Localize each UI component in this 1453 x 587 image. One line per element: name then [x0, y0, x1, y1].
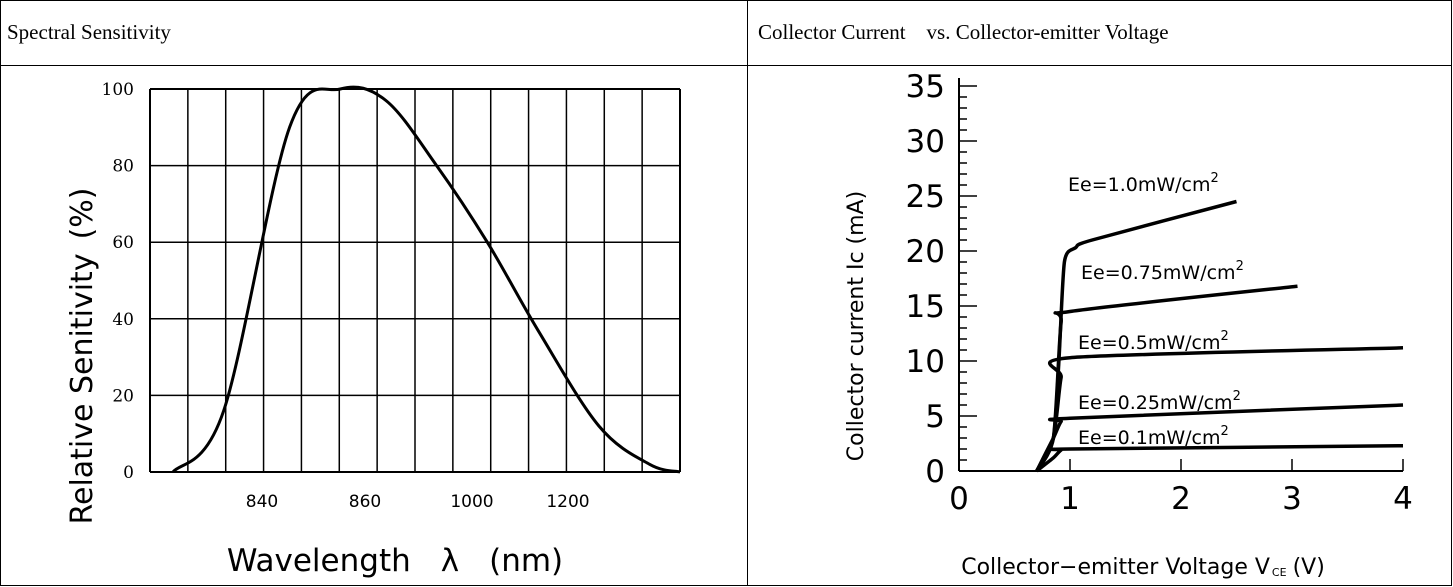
y-tick-label: 100: [102, 80, 134, 100]
y-tick-label: 30: [906, 124, 945, 160]
x-tick-label: 3: [1282, 481, 1302, 517]
x-tick-labels: 0 1 2 3 4: [949, 481, 1413, 517]
series-label: Ee=0.25mW/cm2: [1078, 389, 1241, 414]
y-tick-label: 35: [906, 69, 945, 105]
x-axis-unit: (V): [1293, 555, 1325, 580]
y-axis-label: Relative Senitivity (%): [65, 188, 100, 525]
y-tick-label: 0: [123, 463, 134, 483]
spectral-sensitivity-chart: 0 20 40 60 80 100 840 860 1000 1200 Relative Sen…: [65, 80, 681, 579]
x-axis-label-text: Collector−emitter Voltage V: [961, 555, 1270, 580]
x-axis-label-text: Wavelength: [227, 543, 411, 579]
x-tick-labels: 840 860 1000 1200: [246, 492, 590, 512]
y-tick-label: 40: [112, 310, 134, 330]
series-line: [1035, 443, 1404, 473]
y-tick-label: 5: [925, 399, 945, 435]
x-tick-label: 1000: [450, 492, 493, 512]
series-label: Ee=0.5mW/cm2: [1078, 329, 1229, 354]
y-tick-label: 60: [112, 233, 134, 253]
x-tick-label: 1: [1060, 481, 1080, 517]
y-tick-label: 80: [112, 157, 134, 177]
y-tick-labels: 0 5 10 15 20 25 30 35: [906, 69, 945, 490]
series-curves: [1035, 199, 1404, 473]
y-tick-label: 0: [925, 454, 945, 490]
x-axis-unit: (nm): [489, 543, 563, 579]
series-line: [1035, 403, 1404, 472]
y-tick-label: 15: [906, 289, 945, 325]
y-tick-labels: 0 20 40 60 80 100: [102, 80, 134, 483]
y-tick-label: 25: [906, 179, 945, 215]
row-divider: [0, 65, 1452, 66]
x-axis-subscript: CE: [1272, 566, 1287, 579]
x-axis-symbol: λ: [441, 543, 459, 579]
x-tick-label: 4: [1393, 481, 1413, 517]
y-minor-ticks: [958, 85, 1404, 472]
x-tick-label: 840: [246, 492, 278, 512]
x-tick-label: 1200: [546, 492, 589, 512]
y-axis-unit: (%): [65, 188, 100, 240]
y-axis-label: Collector current Ic (mA): [844, 191, 869, 461]
y-tick-label: 10: [906, 344, 945, 380]
x-axis-label: Collector−emitter Voltage V CE (V): [961, 555, 1325, 580]
sensitivity-curve: [171, 85, 681, 474]
collector-title: Collector Current vs. Collector-emitter …: [758, 20, 1169, 44]
x-tick-label: 860: [349, 492, 381, 512]
grid: [149, 88, 681, 473]
series-label: Ee=0.75mW/cm2: [1081, 259, 1244, 284]
column-divider: [747, 0, 748, 586]
collector-current-chart: 0 5 10 15 20 25 30 35 0 1 2 3 4 Ee=1.0mW/cm2 Ee=0.75…: [844, 69, 1413, 580]
y-tick-label: 20: [112, 386, 134, 406]
spectral-title: Spectral Sensitivity: [7, 20, 171, 44]
series-label: Ee=1.0mW/cm2: [1068, 171, 1219, 196]
series-label: Ee=0.1mW/cm2: [1078, 424, 1229, 449]
y-axis-label-text: Relative Senitivity: [65, 253, 100, 524]
y-tick-label: 20: [906, 234, 945, 270]
x-axis-label: Wavelength λ (nm): [227, 543, 563, 579]
x-tick-label: 2: [1171, 481, 1191, 517]
series-labels: Ee=1.0mW/cm2 Ee=0.75mW/cm2 Ee=0.5mW/cm2 Ee=…: [1068, 171, 1244, 449]
x-tick-label: 0: [949, 481, 969, 517]
